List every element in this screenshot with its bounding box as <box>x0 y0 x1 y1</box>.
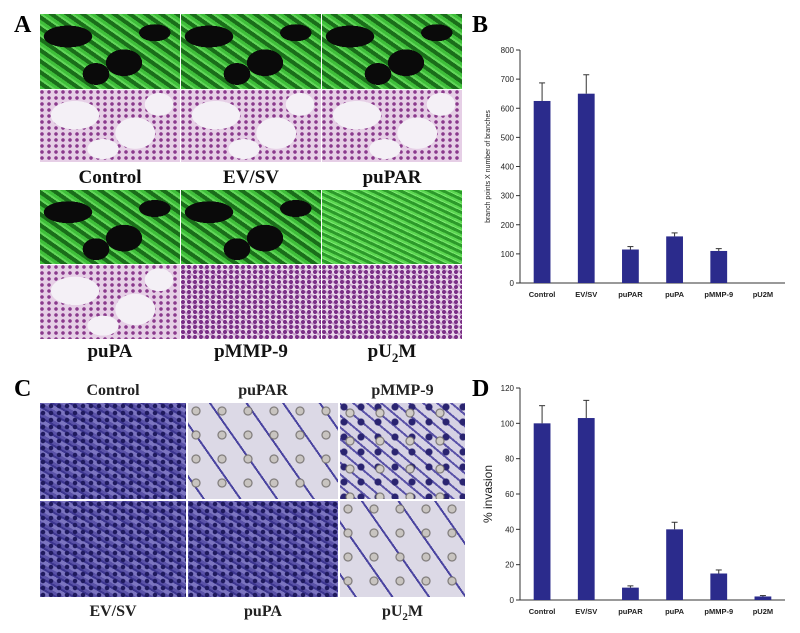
caption-a-pupa: puPA <box>87 341 133 362</box>
chart-d-x-tick-label: puPA <box>665 607 685 616</box>
caption-c-pupa: puPA <box>244 603 282 620</box>
chart-d-y-tick-label: 20 <box>505 561 514 570</box>
chart-d-y-tick-label: 60 <box>505 490 514 499</box>
chart-b-x-tick-label: puPAR <box>618 290 643 299</box>
chart-d-x-tick-label: Control <box>529 607 556 616</box>
caption-c-evsv: EV/SV <box>89 603 137 620</box>
micrograph-a-evsv-fluorescence <box>181 14 321 89</box>
micrograph-c-pmmp9 <box>340 403 465 499</box>
chart-d-bar-pupa <box>666 529 683 600</box>
chart-d-bar-control <box>533 423 551 600</box>
micrograph-a-evsv-stain <box>181 90 321 162</box>
chart-b-x-tick-label: EV/SV <box>575 290 597 299</box>
chart-b-y-tick-label: 100 <box>501 250 515 259</box>
micrograph-a-pmmp9-fluorescence <box>181 190 321 264</box>
micrograph-a-control-fluorescence <box>40 14 180 89</box>
chart-b-x-tick-label: puPA <box>665 290 685 299</box>
panel-letter-d: D <box>472 376 490 402</box>
chart-d-bar-evsv <box>577 418 595 600</box>
chart-b-x-tick-label: pMMP-9 <box>704 290 733 299</box>
chart-b-bar-pupa <box>666 236 683 283</box>
chart-d-x-tick-label: EV/SV <box>575 607 597 616</box>
caption-c-pu2m: pU2M <box>381 603 424 624</box>
chart-b-bar-pupar <box>622 249 639 283</box>
micrograph-a-pupa-stain <box>40 265 180 339</box>
chart-d-y-tick-label: 120 <box>501 384 515 393</box>
chart-d-bar-pupar <box>622 587 639 600</box>
chart-d-x-tick-label: pU2M <box>753 607 773 616</box>
panel-letter-b: B <box>472 12 489 38</box>
micrograph-c-pupa <box>188 501 338 597</box>
caption-a-pupar: puPAR <box>362 167 422 188</box>
chart-b-x-tick-label: Control <box>529 290 556 299</box>
chart-b-bar-pmmp9 <box>710 250 728 283</box>
chart-b-y-tick-label: 500 <box>501 133 515 142</box>
micrograph-a-pu2m-stain <box>322 265 462 339</box>
chart-b-y-tick-label: 700 <box>501 75 515 84</box>
chart-d-y-tick-label: 80 <box>505 455 514 464</box>
caption-a-evsv: EV/SV <box>223 167 279 188</box>
micrograph-a-pupar-stain <box>322 90 462 162</box>
micrograph-a-pupar-fluorescence <box>322 14 462 89</box>
chart-d-x-tick-label: pMMP-9 <box>704 607 733 616</box>
micrograph-a-pmmp9-stain <box>181 265 321 339</box>
chart-b-y-tick-label: 0 <box>510 279 515 288</box>
chart-d-percent-invasion: 0 20 40 60 80 100 120 % invasion Control EV/SV puP… <box>481 384 785 616</box>
chart-b-y-tick-label: 800 <box>501 46 515 55</box>
chart-d-y-tick-label: 100 <box>501 419 515 428</box>
chart-b-bar-control <box>533 100 551 283</box>
micrograph-c-evsv <box>40 501 186 597</box>
caption-a-control: Control <box>78 167 142 188</box>
chart-d-y-tick-label: 0 <box>510 596 515 605</box>
micrograph-c-control <box>40 403 186 499</box>
chart-d-x-tick-label: puPAR <box>618 607 643 616</box>
panel-letter-c: C <box>14 376 32 402</box>
chart-b-x-tick-label: pU2M <box>753 290 773 299</box>
caption-a-pmmp9: pMMP-9 <box>214 341 288 362</box>
caption-c-pmmp9: pMMP-9 <box>371 382 434 399</box>
chart-d-bar-pu2m <box>754 596 772 600</box>
caption-a-pu2m: pU2M <box>367 341 417 365</box>
panel-letter-a: A <box>14 12 32 38</box>
chart-d-bar-pmmp9 <box>710 573 728 600</box>
caption-c-control: Control <box>86 382 140 399</box>
micrograph-c-pupar <box>188 403 338 499</box>
micrograph-c-pu2m <box>340 501 465 597</box>
chart-b-y-tick-label: 200 <box>501 221 515 230</box>
chart-b-y-axis-label: branch points X number of branches <box>485 110 492 223</box>
chart-b-y-tick-label: 400 <box>501 163 515 172</box>
chart-b-branch-points: 0 100 200 300 400 500 600 700 800 branch points X… <box>485 46 785 299</box>
chart-b-y-tick-label: 600 <box>501 104 515 113</box>
micrograph-a-pupa-fluorescence <box>40 190 180 264</box>
micrograph-a-control-stain <box>40 90 180 162</box>
chart-d-y-axis-label: % invasion <box>481 465 495 523</box>
chart-b-y-tick-label: 300 <box>501 192 515 201</box>
caption-c-pupar: puPAR <box>238 382 288 399</box>
chart-b-bar-evsv <box>577 93 595 283</box>
micrograph-a-pu2m-fluorescence <box>322 190 462 264</box>
chart-d-y-tick-label: 40 <box>505 525 514 534</box>
